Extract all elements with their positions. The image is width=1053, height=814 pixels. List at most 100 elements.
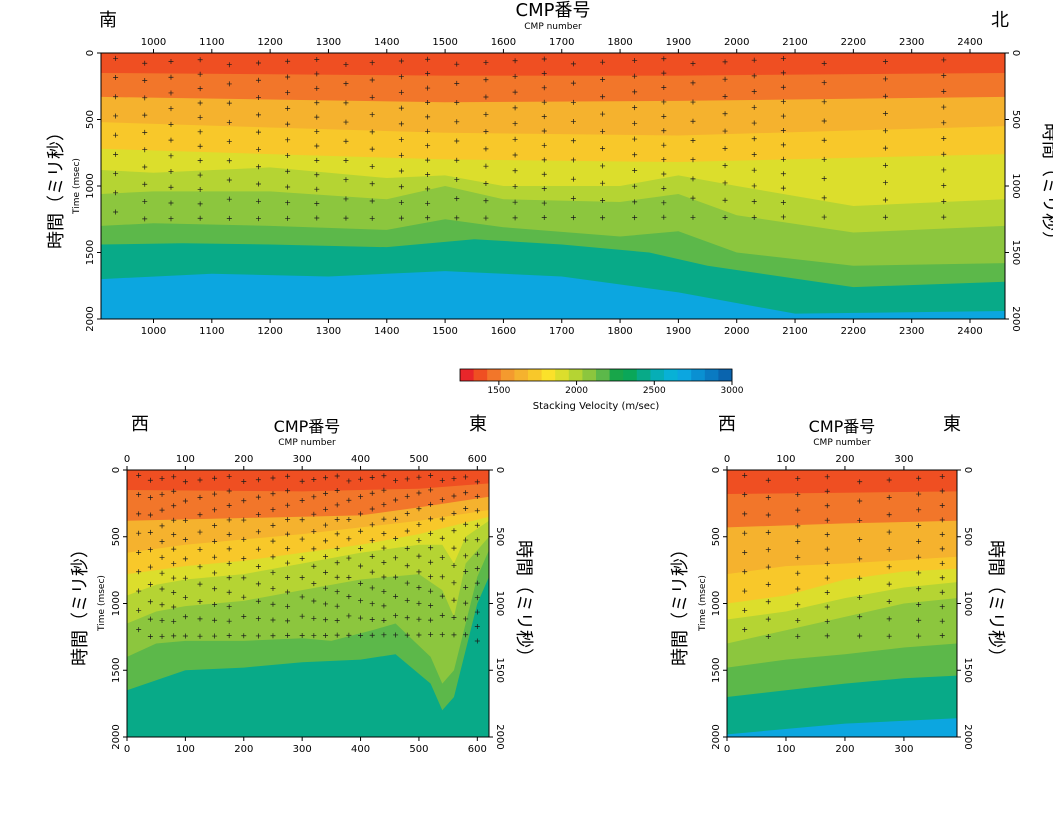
velocity-pick [369, 569, 375, 575]
velocity-pick [512, 199, 518, 205]
x-tick-label-top: 2200 [841, 37, 866, 48]
velocity-pick [886, 546, 892, 552]
colorbar-swatch [528, 369, 543, 381]
velocity-pick [369, 129, 375, 135]
x-axis-subtitle: CMP number [813, 438, 871, 448]
y-tick-label-right: 500 [494, 527, 505, 546]
velocity-pick [226, 215, 232, 221]
velocity-pick [941, 214, 947, 220]
x-tick-label-top: 0 [724, 454, 730, 465]
velocity-pick [226, 531, 232, 537]
velocity-pick [795, 570, 801, 576]
x-tick-label-bottom: 2300 [899, 326, 924, 337]
velocity-pick [821, 176, 827, 182]
velocity-pick [632, 183, 638, 189]
velocity-pick [147, 599, 153, 605]
velocity-pick [541, 186, 547, 192]
velocity-pick [171, 618, 177, 624]
left-direction-label: 西 [131, 414, 149, 435]
velocity-pick [451, 615, 457, 621]
velocity-pick [722, 128, 728, 134]
velocity-pick [255, 598, 261, 604]
velocity-pick [241, 633, 247, 639]
velocity-pick [381, 516, 387, 522]
velocity-pick [343, 177, 349, 183]
velocity-pick [142, 181, 148, 187]
velocity-pick [197, 529, 203, 535]
velocity-pick [171, 474, 177, 480]
velocity-pick [886, 494, 892, 500]
velocity-pick [212, 617, 218, 623]
velocity-pick [780, 113, 786, 119]
velocity-pick [182, 633, 188, 639]
velocity-pick [939, 575, 945, 581]
velocity-pick [314, 57, 320, 63]
velocity-pick [428, 559, 434, 565]
velocity-pick [226, 474, 232, 480]
velocity-pick [474, 580, 480, 586]
velocity-pick [512, 152, 518, 158]
velocity-pick [226, 81, 232, 87]
velocity-pick [690, 99, 696, 105]
y-tick-label-left: 1500 [711, 658, 722, 683]
velocity-pick [285, 618, 291, 624]
velocity-pick [398, 74, 404, 80]
velocity-pick [255, 95, 261, 101]
y-axis-title-right: 時間（ミリ秒） [1039, 123, 1053, 249]
velocity-pick [381, 617, 387, 623]
velocity-pick [454, 215, 460, 221]
colorbar-swatches [460, 369, 733, 381]
velocity-pick [474, 508, 480, 514]
velocity-pick [474, 566, 480, 572]
velocity-pick [404, 632, 410, 638]
velocity-pick [428, 574, 434, 580]
velocity-pick [343, 81, 349, 87]
velocity-pick [632, 57, 638, 63]
velocity-pick [661, 142, 667, 148]
velocity-pick [661, 157, 667, 163]
x-tick-label-top: 1900 [666, 37, 691, 48]
velocity-pick [795, 586, 801, 592]
velocity-pick [661, 85, 667, 91]
velocity-pick [323, 491, 329, 497]
velocity-pick [512, 183, 518, 189]
velocity-pick [398, 58, 404, 64]
x-tick-label-top: 600 [468, 454, 487, 465]
velocity-pick [197, 581, 203, 587]
velocity-pick [182, 614, 188, 620]
velocity-pick [824, 618, 830, 624]
velocity-pick [197, 598, 203, 604]
velocity-pick [358, 563, 364, 569]
x-tick-label-bottom: 1300 [316, 326, 341, 337]
velocity-pick [690, 137, 696, 143]
velocity-pick [136, 492, 142, 498]
velocity-pick [343, 100, 349, 106]
velocity-pick [311, 494, 317, 500]
velocity-pick [369, 60, 375, 66]
velocity-pick [113, 75, 119, 81]
velocity-pick [255, 198, 261, 204]
colorbar-tick-label: 2500 [643, 386, 666, 396]
velocity-pick [463, 553, 469, 559]
velocity-pick [765, 495, 771, 501]
velocity-pick [882, 214, 888, 220]
velocity-pick [751, 120, 757, 126]
velocity-pick [226, 488, 232, 494]
velocity-pick [358, 598, 364, 604]
velocity-pick [780, 171, 786, 177]
velocity-pick [299, 575, 305, 581]
velocity-pick [939, 502, 945, 508]
velocity-pick [632, 73, 638, 79]
y-tick-label-right: 1000 [1010, 173, 1021, 198]
velocity-pick [632, 89, 638, 95]
right-direction-label: 北 [991, 10, 1009, 31]
velocity-pick [916, 617, 922, 623]
velocity-pick [171, 546, 177, 552]
velocity-pick [795, 523, 801, 529]
velocity-pick [159, 618, 165, 624]
velocity-pick [661, 128, 667, 134]
velocity-pick [346, 517, 352, 523]
velocity-pick [857, 517, 863, 523]
velocity-pick [369, 198, 375, 204]
x-tick-label-top: 1400 [374, 37, 399, 48]
